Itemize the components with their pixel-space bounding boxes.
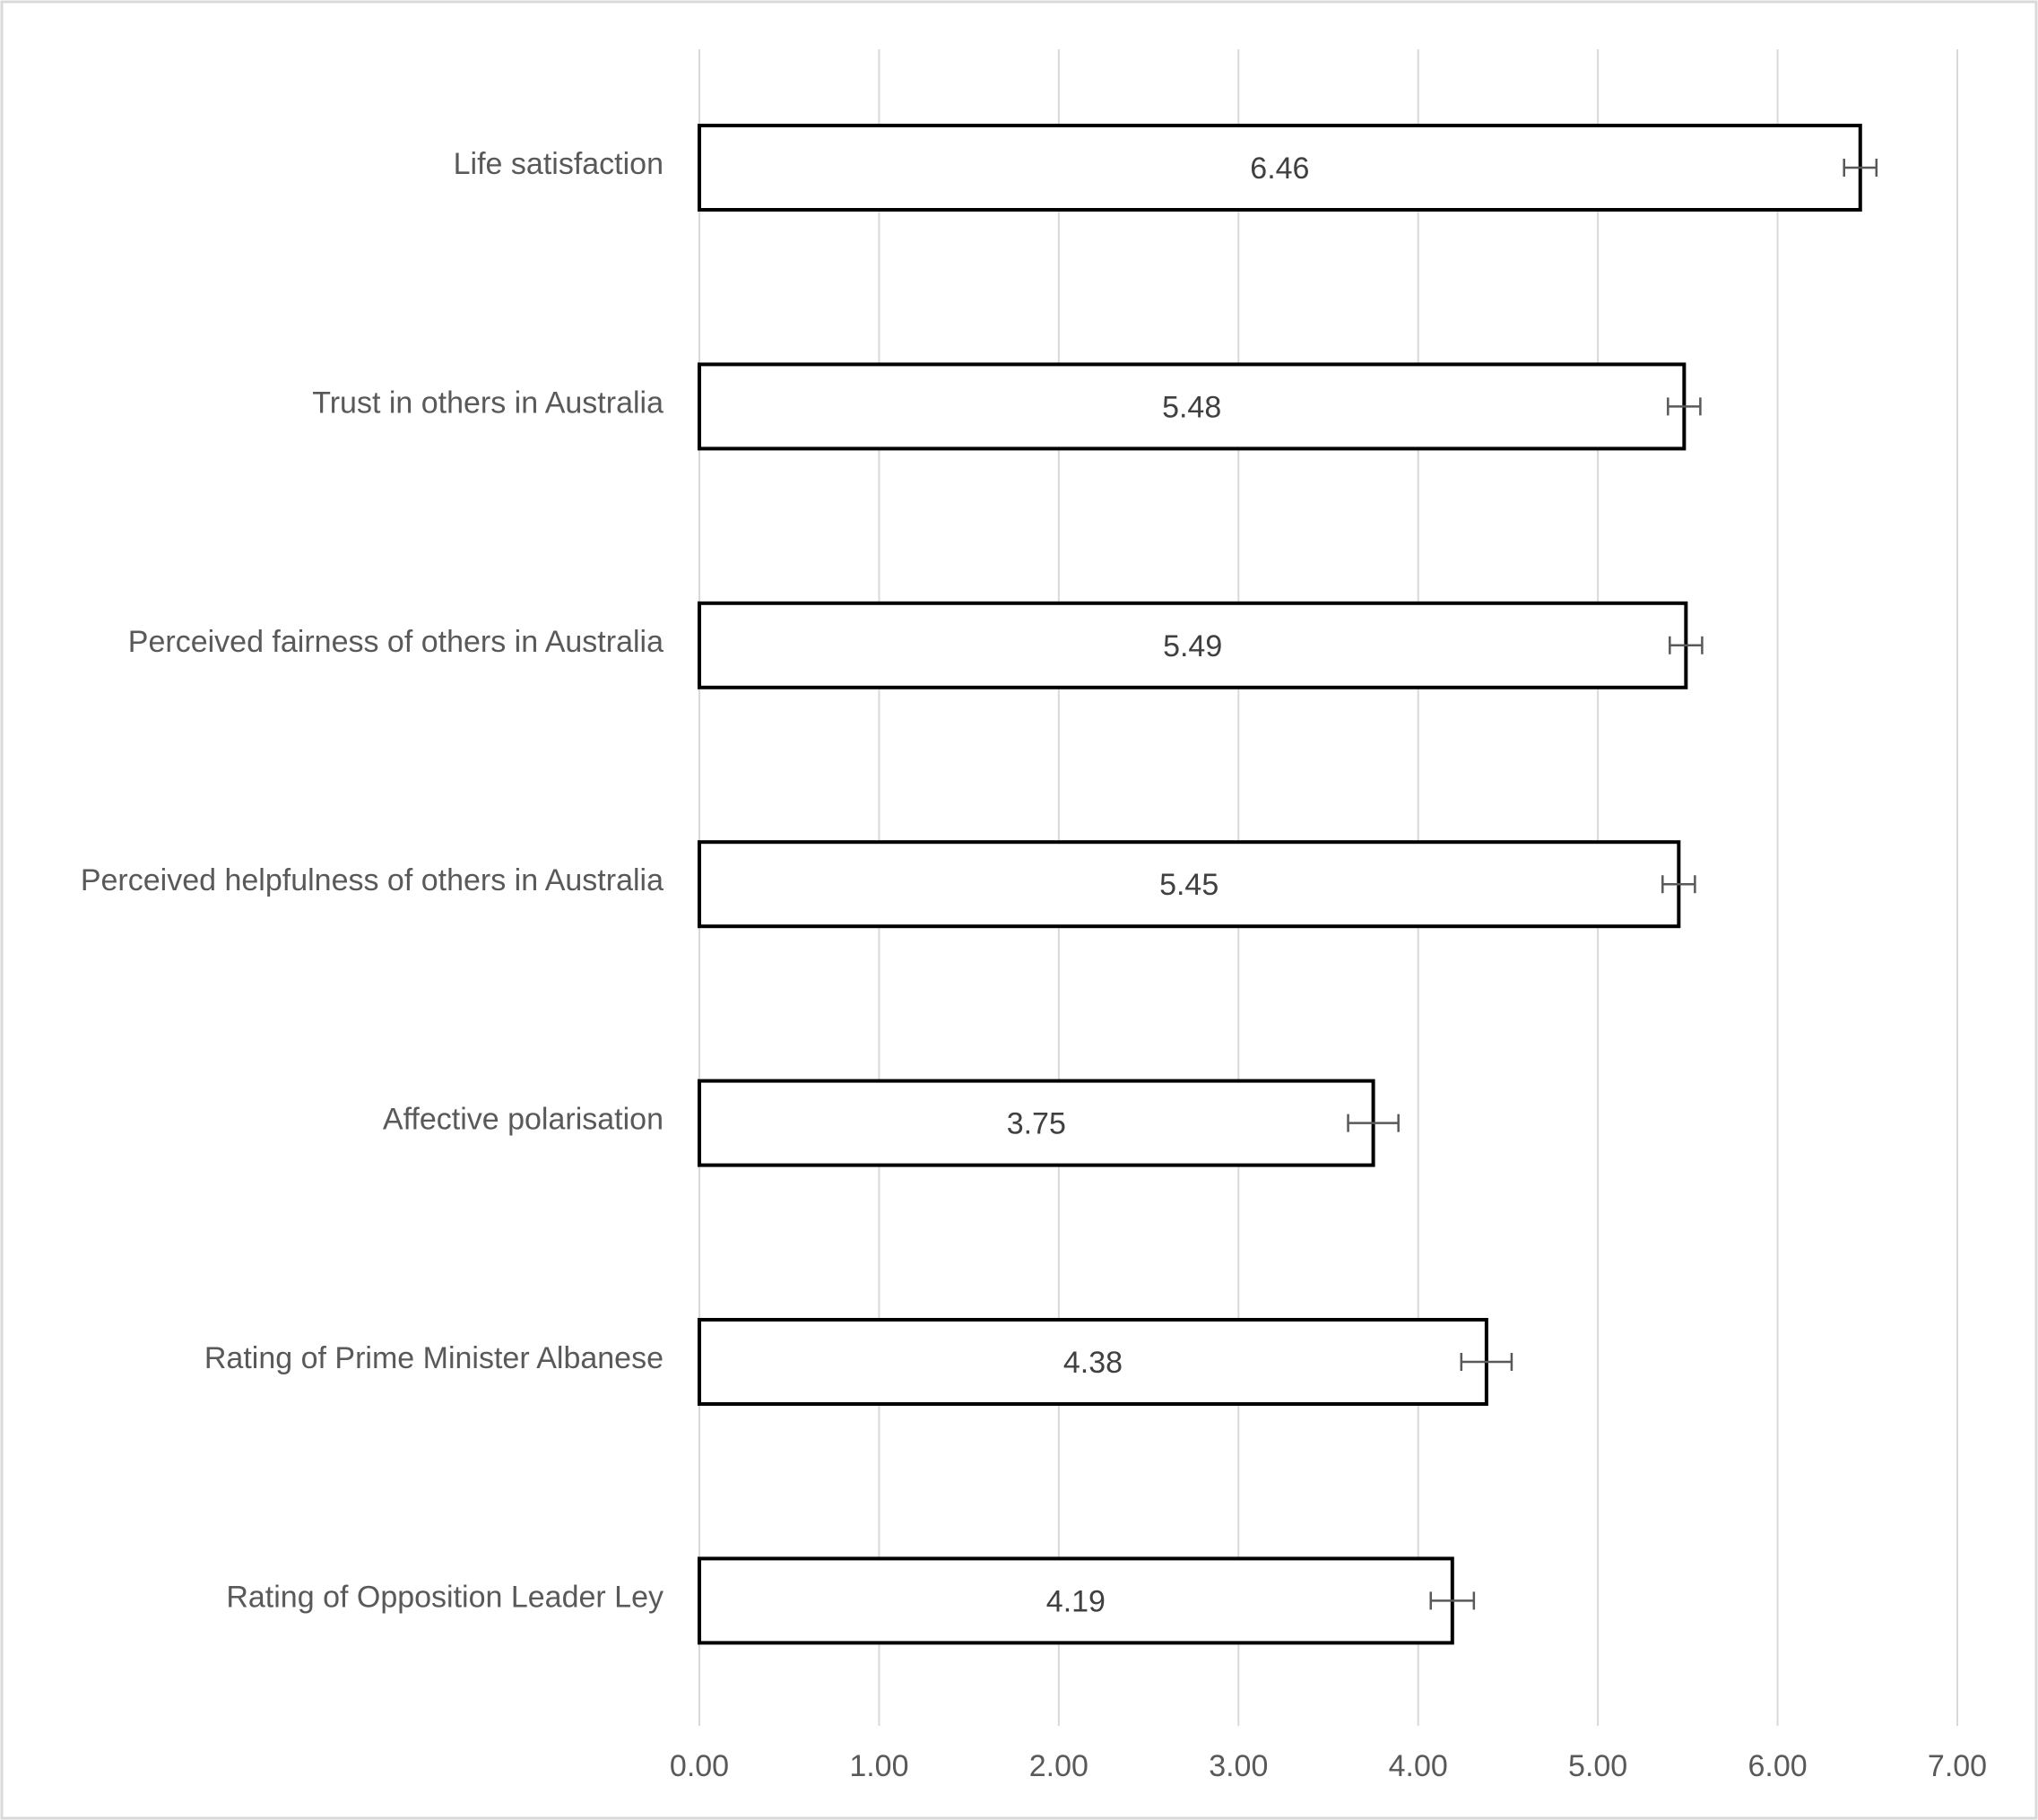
- error-bar: [1843, 159, 1878, 177]
- error-bar: [1661, 875, 1696, 894]
- y-tick-label: Trust in others in Australia: [312, 386, 663, 420]
- x-tick-label: 4.00: [1389, 1749, 1448, 1783]
- data-label: 5.45: [1159, 868, 1218, 902]
- data-label: 5.49: [1163, 629, 1222, 663]
- data-label: 3.75: [1007, 1107, 1066, 1141]
- y-tick-label: Perceived helpfulness of others in Austr…: [81, 863, 663, 897]
- bar: [698, 1079, 1375, 1167]
- error-bar: [1667, 397, 1702, 416]
- error-bar: [1347, 1114, 1400, 1132]
- y-tick-label: Rating of Opposition Leader Ley: [226, 1580, 663, 1614]
- error-bar: [1669, 636, 1704, 654]
- x-tick-label: 7.00: [1928, 1749, 1987, 1783]
- data-label: 4.19: [1046, 1584, 1106, 1618]
- x-tick-label: 5.00: [1568, 1749, 1627, 1783]
- x-tick-label: 1.00: [849, 1749, 908, 1783]
- data-label: 6.46: [1250, 152, 1309, 186]
- bar: [698, 1318, 1488, 1406]
- bar: [698, 124, 1862, 212]
- error-bar: [1429, 1591, 1476, 1610]
- x-tick-label: 6.00: [1747, 1749, 1807, 1783]
- bar: [698, 1556, 1454, 1645]
- x-tick-label: 3.00: [1209, 1749, 1268, 1783]
- y-tick-label: Affective polarisation: [383, 1103, 663, 1137]
- y-tick-label: Life satisfaction: [454, 147, 663, 181]
- x-tick-label: 2.00: [1029, 1749, 1088, 1783]
- y-tick-label: Perceived fairness of others in Australi…: [128, 625, 663, 659]
- error-bar: [1460, 1353, 1513, 1371]
- data-label: 5.48: [1162, 390, 1221, 424]
- data-label: 4.38: [1063, 1346, 1123, 1380]
- y-tick-label: Rating of Prime Minister Albanese: [204, 1341, 663, 1375]
- x-tick-label: 0.00: [670, 1749, 729, 1783]
